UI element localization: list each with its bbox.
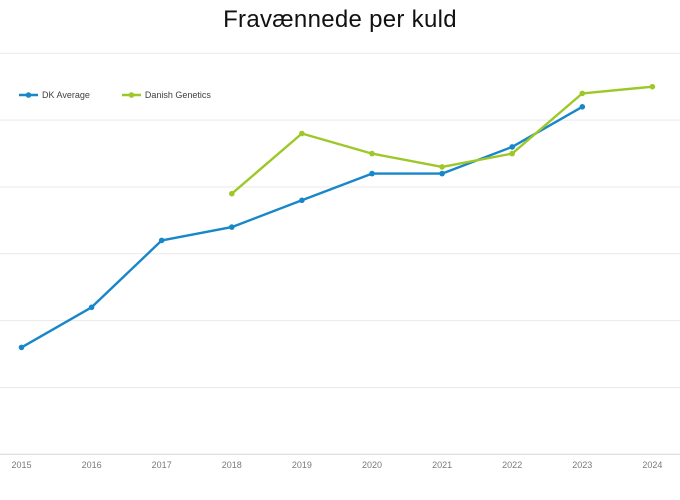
x-tick-label: 2021 bbox=[432, 460, 452, 470]
data-point-danish-genetics bbox=[369, 150, 375, 157]
x-tick-label: 2016 bbox=[82, 460, 102, 470]
x-tick-label: 2024 bbox=[642, 460, 662, 470]
legend-item-dk-average: DK Average bbox=[19, 90, 90, 100]
data-point-danish-genetics bbox=[649, 83, 656, 90]
x-tick-label: 2015 bbox=[11, 460, 31, 470]
data-point-dk-average bbox=[18, 344, 25, 351]
x-tick-label: 2020 bbox=[362, 460, 382, 470]
data-point-danish-genetics bbox=[579, 90, 586, 97]
legend-line-marker-icon bbox=[19, 92, 38, 98]
series-danish-genetics bbox=[229, 83, 656, 197]
data-point-dk-average bbox=[369, 170, 375, 177]
x-tick-label: 2023 bbox=[572, 460, 592, 470]
x-tick-label: 2019 bbox=[292, 460, 312, 470]
chart-title: Fravænnede per kuld bbox=[223, 6, 457, 33]
data-point-danish-genetics bbox=[439, 164, 445, 170]
series-line-dk-average bbox=[20, 105, 584, 349]
legend-label: Danish Genetics bbox=[144, 90, 211, 100]
x-axis-labels: 2015 2016 2017 2018 2019 2020 2021 2022 2023 2024 bbox=[11, 460, 662, 470]
legend-item-danish-genetics: Danish Genetics bbox=[121, 90, 211, 100]
data-point-danish-genetics bbox=[299, 130, 305, 137]
data-point-danish-genetics bbox=[229, 190, 235, 197]
legend-label: DK Average bbox=[42, 90, 90, 100]
data-point-dk-average bbox=[579, 104, 586, 110]
gridlines bbox=[0, 52, 680, 455]
x-tick-label: 2022 bbox=[502, 460, 522, 470]
legend-line-marker-icon bbox=[121, 92, 141, 98]
x-tick-label: 2018 bbox=[222, 460, 242, 470]
data-point-dk-average bbox=[158, 237, 165, 244]
series-line-danish-genetics bbox=[230, 85, 654, 195]
data-point-danish-genetics bbox=[509, 150, 515, 157]
data-point-dk-average bbox=[509, 144, 515, 150]
data-point-dk-average bbox=[299, 197, 305, 204]
legend: DK Average Danish Genetics bbox=[19, 90, 211, 100]
data-point-dk-average bbox=[88, 304, 95, 311]
data-point-dk-average bbox=[439, 170, 445, 177]
data-point-dk-average bbox=[229, 224, 235, 230]
x-tick-label: 2017 bbox=[152, 460, 172, 470]
series-dk-average bbox=[18, 104, 586, 351]
